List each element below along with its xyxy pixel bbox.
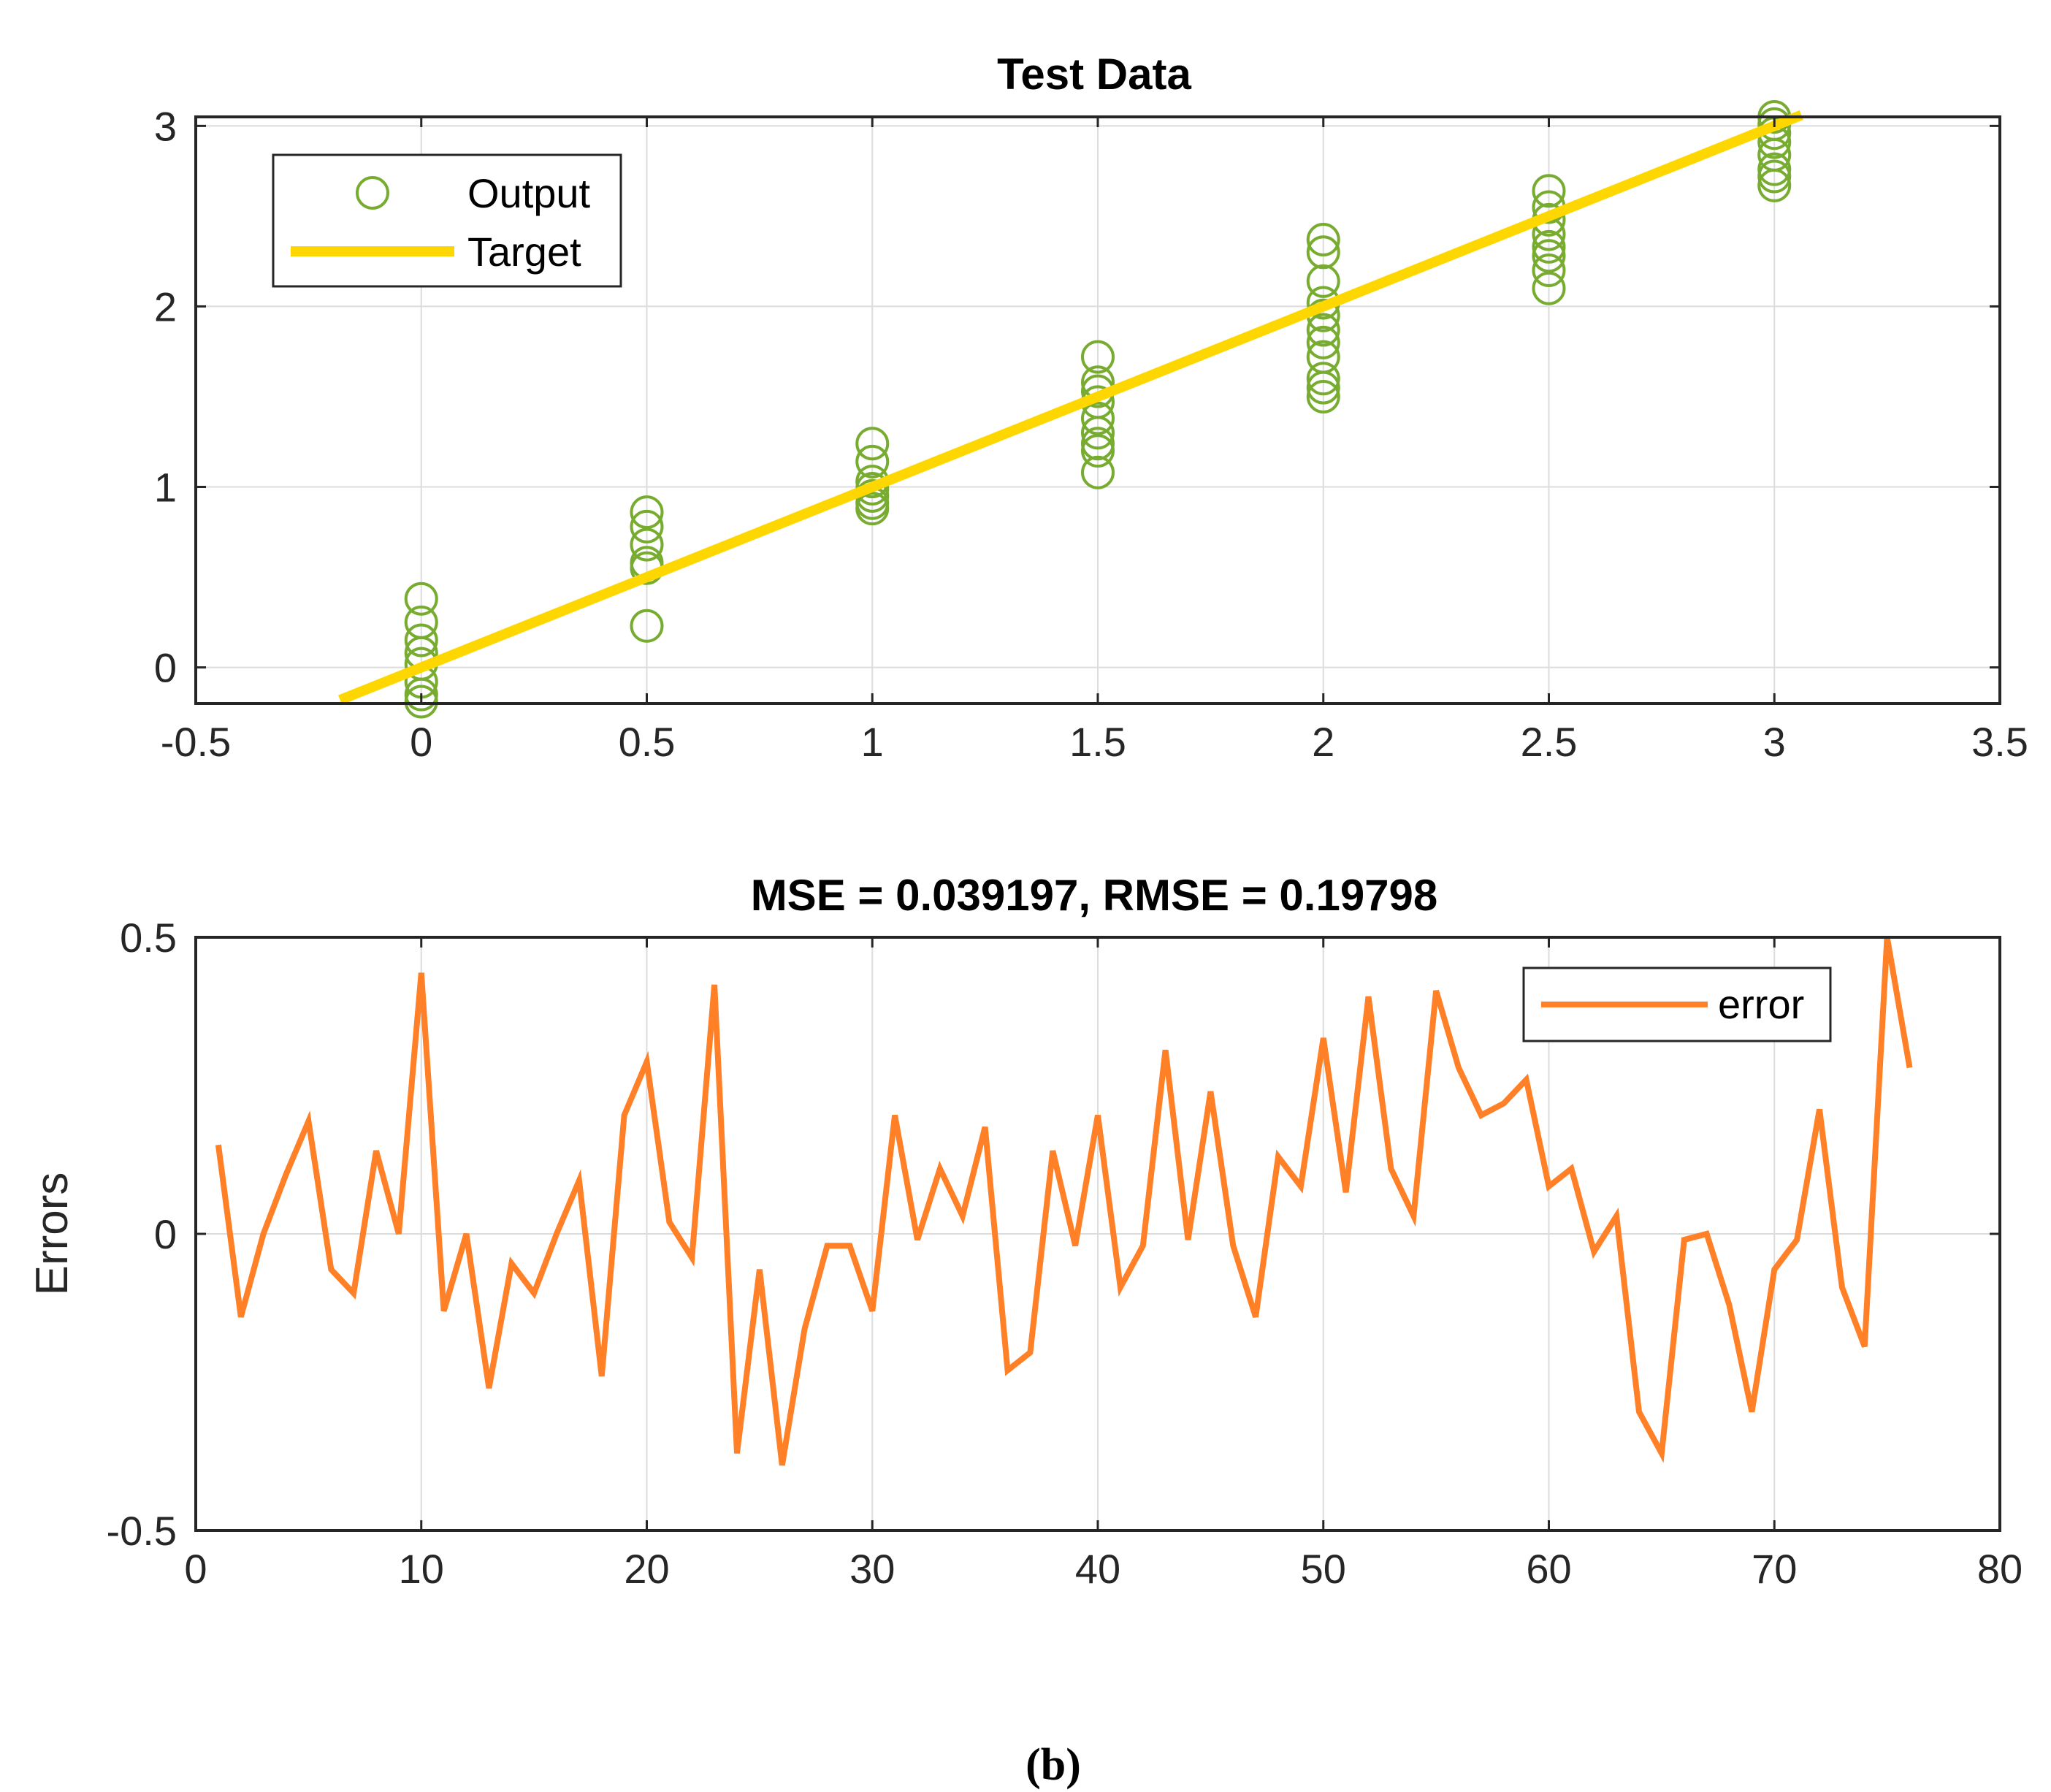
test-data-xtick-label: 0 <box>410 719 432 765</box>
legend-target-label: Target <box>467 229 581 275</box>
test-data-legend: Output Target <box>272 153 622 288</box>
output-point <box>855 427 890 461</box>
error-xtick-label: 20 <box>624 1546 669 1592</box>
output-point <box>1532 229 1566 264</box>
error-line <box>215 937 1913 1466</box>
output-point <box>1306 379 1340 413</box>
error-xtick-label: 10 <box>399 1546 444 1592</box>
figure-caption: (b) <box>1026 1740 1081 1790</box>
output-point <box>630 527 664 562</box>
test-data-xtick-label: -0.5 <box>161 719 232 765</box>
legend-output-label: Output <box>467 170 591 216</box>
output-point <box>630 495 664 530</box>
test-data-xtick-label: 3.5 <box>1971 719 2028 765</box>
error-xtick-label: 50 <box>1301 1546 1346 1592</box>
output-point <box>404 677 438 712</box>
error-xtick-label: 70 <box>1752 1546 1797 1592</box>
error-ytick-label: -0.5 <box>107 1508 177 1554</box>
target-line <box>337 110 1803 705</box>
error-xtick-label: 60 <box>1526 1546 1571 1592</box>
output-point <box>1306 325 1340 359</box>
output-point <box>1081 427 1115 461</box>
test-data-xtick-label: 2 <box>1312 719 1334 765</box>
output-point <box>404 582 438 616</box>
test-data-xtick-label: 1.5 <box>1069 719 1126 765</box>
legend-output-marker <box>356 176 389 210</box>
test-data-ticks: -0.5 0 0.5 1 1.5 2 2.5 3 3.5 0 1 2 3 <box>154 103 2028 765</box>
output-point <box>404 685 438 719</box>
test-data-xtick-label: 0.5 <box>619 719 676 765</box>
error-ylabel: Errors <box>27 1173 77 1296</box>
error-ticks: 0 10 20 30 40 50 60 70 80-0.500.5 <box>107 915 2023 1592</box>
error-panel: 0 10 20 30 40 50 60 70 80-0.500.5 MSE = 0.039197… <box>27 871 2023 1592</box>
output-point <box>1532 239 1566 273</box>
legend-error-label: error <box>1718 981 1804 1027</box>
output-point <box>630 609 664 643</box>
output-point <box>1532 174 1566 208</box>
output-point <box>1757 159 1792 194</box>
error-legend: error <box>1522 966 1832 1042</box>
test-data-legend-box <box>272 153 622 288</box>
output-point <box>855 492 890 526</box>
error-xtick-label: 80 <box>1977 1546 2023 1592</box>
output-point <box>1306 264 1340 298</box>
output-point <box>1306 313 1340 347</box>
error-title: MSE = 0.039197, RMSE = 0.19798 <box>751 871 1438 920</box>
test-data-ytick-label: 1 <box>154 465 177 511</box>
output-point <box>1532 271 1566 305</box>
error-xtick-label: 30 <box>849 1546 895 1592</box>
output-point <box>1306 235 1340 270</box>
error-series <box>215 937 1913 1466</box>
error-xtick-label: 0 <box>184 1546 207 1592</box>
output-point <box>1081 455 1115 489</box>
test-data-panel: -0.5 0 0.5 1 1.5 2 2.5 3 3.5 0 1 2 3 Test Data Outpu… <box>154 50 2028 765</box>
output-point <box>855 444 890 478</box>
error-ytick-label: 0.5 <box>120 915 177 961</box>
error-xtick-label: 40 <box>1075 1546 1120 1592</box>
test-data-xtick-label: 3 <box>1763 719 1786 765</box>
test-data-ytick-label: 0 <box>154 645 177 691</box>
output-point <box>1081 416 1115 450</box>
test-data-ytick-label: 3 <box>154 103 177 149</box>
output-point <box>1532 253 1566 288</box>
output-point <box>1081 340 1115 374</box>
output-point <box>1306 223 1340 257</box>
test-data-xtick-label: 1 <box>861 719 884 765</box>
output-point <box>1757 168 1792 202</box>
test-data-title: Test Data <box>997 50 1191 99</box>
error-ytick-label: 0 <box>154 1211 177 1257</box>
output-point <box>1081 401 1115 435</box>
output-point <box>1081 434 1115 468</box>
test-data-xtick-label: 2.5 <box>1521 719 1578 765</box>
output-point <box>1306 362 1340 396</box>
output-point <box>1757 152 1792 186</box>
test-data-series <box>337 100 1803 719</box>
output-point <box>630 509 664 544</box>
test-data-ytick-label: 2 <box>154 283 177 329</box>
output-point <box>404 623 438 657</box>
output-point <box>1306 370 1340 405</box>
